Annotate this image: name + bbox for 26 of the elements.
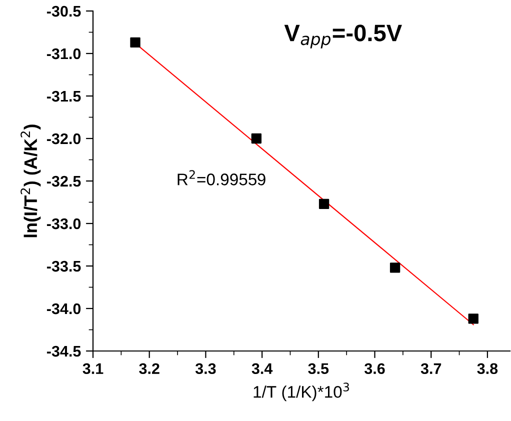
- y-tick-label: -31.0: [46, 48, 81, 60]
- x-tick-label: 3.7: [420, 363, 442, 374]
- annotation: R$^{2}$=0.99559: [178, 170, 266, 186]
- y-tick-label: -33.0: [46, 218, 81, 230]
- point: [251, 133, 262, 144]
- x-tick-label: 3.2: [139, 363, 160, 374]
- x-axis-title: 1/T (1/K)*10$^{3}$: [254, 382, 349, 402]
- point: [130, 37, 140, 48]
- y-axis-title: ln(I/T$^{2}$) (A/K$^{2}$): [20, 124, 41, 238]
- y-tick-label: -34.5: [46, 346, 81, 357]
- text: V$_{app}$=-0.5V: [284, 24, 402, 48]
- y-tick-label: -30.5: [46, 6, 81, 17]
- y-tick-label: -31.5: [46, 90, 81, 102]
- point: [318, 198, 330, 210]
- x-tick-label: 3.6: [364, 363, 385, 374]
- point: [468, 314, 478, 324]
- x-tick-label: 3.3: [195, 363, 216, 374]
- x-tick-label: 3.5: [308, 363, 329, 374]
- y-tick-label: -32.0: [46, 133, 81, 144]
- y-tick-label: -32.5: [46, 176, 81, 187]
- y-tick-label: -34.0: [46, 303, 81, 314]
- point: [390, 262, 400, 273]
- x-tick-label: 3.8: [477, 363, 498, 374]
- x-tick-label: 3.1: [82, 363, 104, 374]
- x-tick-label: 3.4: [252, 363, 273, 374]
- y-tick-label: -33.5: [46, 260, 81, 272]
